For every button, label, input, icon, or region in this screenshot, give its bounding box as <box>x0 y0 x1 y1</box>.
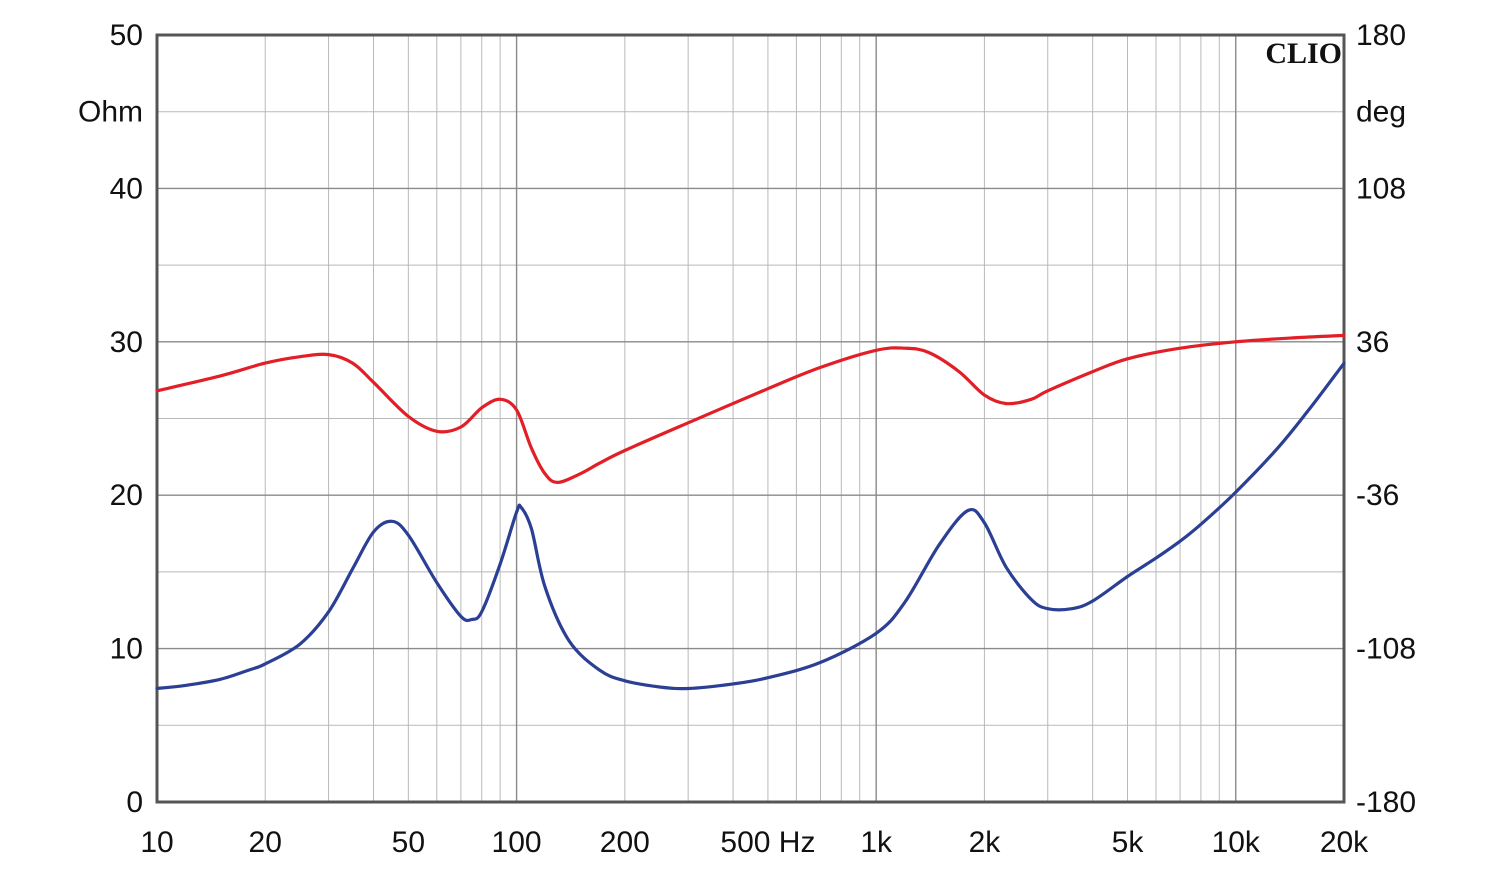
x-tick-label: 20 <box>249 826 282 859</box>
x-tick-label: 500 Hz <box>720 826 815 859</box>
y-left-tick-label: 20 <box>110 479 143 512</box>
y-left-tick-label: 40 <box>110 172 143 205</box>
x-tick-label: 5k <box>1112 826 1145 859</box>
labels-layer: 10 20 50 100 200 500 Hz 1k 2k 5k 10k 20k 0 10 20 30 40 5… <box>78 19 1416 859</box>
y-left-tick-label: 0 <box>126 786 143 819</box>
y-left-unit-label: Ohm <box>78 96 143 129</box>
x-tick-label: 100 <box>492 826 542 859</box>
y-left-tick-label: 10 <box>110 633 143 666</box>
y-right-tick-label: 108 <box>1356 172 1406 205</box>
x-tick-label: 10k <box>1212 826 1261 859</box>
impedance-series-line <box>155 361 1346 691</box>
plot-frame <box>155 33 1346 804</box>
y-right-tick-label: -180 <box>1356 786 1416 819</box>
phase-series-line <box>155 333 1346 484</box>
y-right-tick-label: 36 <box>1356 326 1389 359</box>
y-right-tick-label: 180 <box>1356 19 1406 52</box>
y-left-tick-label: 30 <box>110 326 143 359</box>
x-tick-label: 1k <box>860 826 893 859</box>
y-right-tick-label: -36 <box>1356 479 1399 512</box>
y-left-tick-label: 50 <box>110 19 143 52</box>
x-tick-label: 20k <box>1320 826 1369 859</box>
x-tick-label: 50 <box>392 826 425 859</box>
clio-brand-label: CLIO <box>1265 37 1342 70</box>
y-right-unit-label: deg <box>1356 96 1406 129</box>
x-tick-label: 200 <box>600 826 650 859</box>
y-right-tick-label: -108 <box>1356 633 1416 666</box>
x-tick-label: 10 <box>140 826 173 859</box>
x-tick-label: 2k <box>969 826 1002 859</box>
series-layer <box>155 333 1346 691</box>
